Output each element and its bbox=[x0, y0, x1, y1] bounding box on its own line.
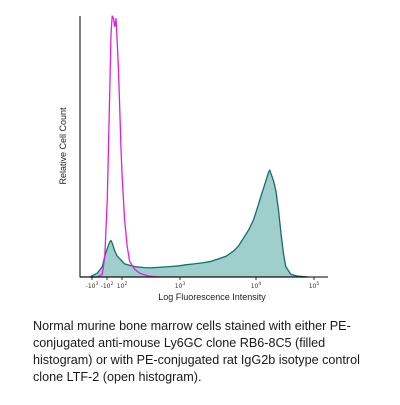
filled-histogram bbox=[79, 169, 309, 278]
x-tick-exponent: 2 bbox=[110, 281, 113, 287]
x-tick-label: 105 bbox=[309, 281, 320, 290]
x-tick-exponent: 3 bbox=[95, 281, 98, 287]
x-tick-base: -10 bbox=[101, 283, 111, 290]
x-axis-title: Log Fluorescence Intensity bbox=[158, 292, 266, 302]
x-tick-exponent: 4 bbox=[258, 281, 261, 287]
x-tick-base: 10 bbox=[251, 283, 259, 290]
x-tick-exponent: 2 bbox=[124, 281, 127, 287]
x-tick-exponent: 5 bbox=[316, 281, 319, 287]
y-axis-title: Relative Cell Count bbox=[58, 107, 68, 185]
x-tick-exponent: 3 bbox=[182, 281, 185, 287]
x-tick-label: -102 bbox=[101, 281, 114, 290]
x-tick-base: 10 bbox=[117, 283, 125, 290]
x-tick-base: -10 bbox=[86, 283, 96, 290]
x-tick-layer: -103 -102 102 103 104 105 bbox=[86, 277, 320, 290]
open-histogram bbox=[89, 15, 160, 278]
x-tick-label: -103 bbox=[86, 281, 99, 290]
x-tick-base: 10 bbox=[309, 283, 317, 290]
x-tick-base: 10 bbox=[175, 283, 183, 290]
figure-caption: Normal murine bone marrow cells stained … bbox=[33, 319, 360, 384]
histogram-chart: -103 -102 102 103 104 105 Log Fluorescence In… bbox=[58, 15, 328, 302]
x-tick-label: 104 bbox=[251, 281, 262, 290]
x-tick-label: 102 bbox=[117, 281, 128, 290]
series-layer bbox=[79, 15, 309, 278]
x-tick-label: 103 bbox=[175, 281, 186, 290]
